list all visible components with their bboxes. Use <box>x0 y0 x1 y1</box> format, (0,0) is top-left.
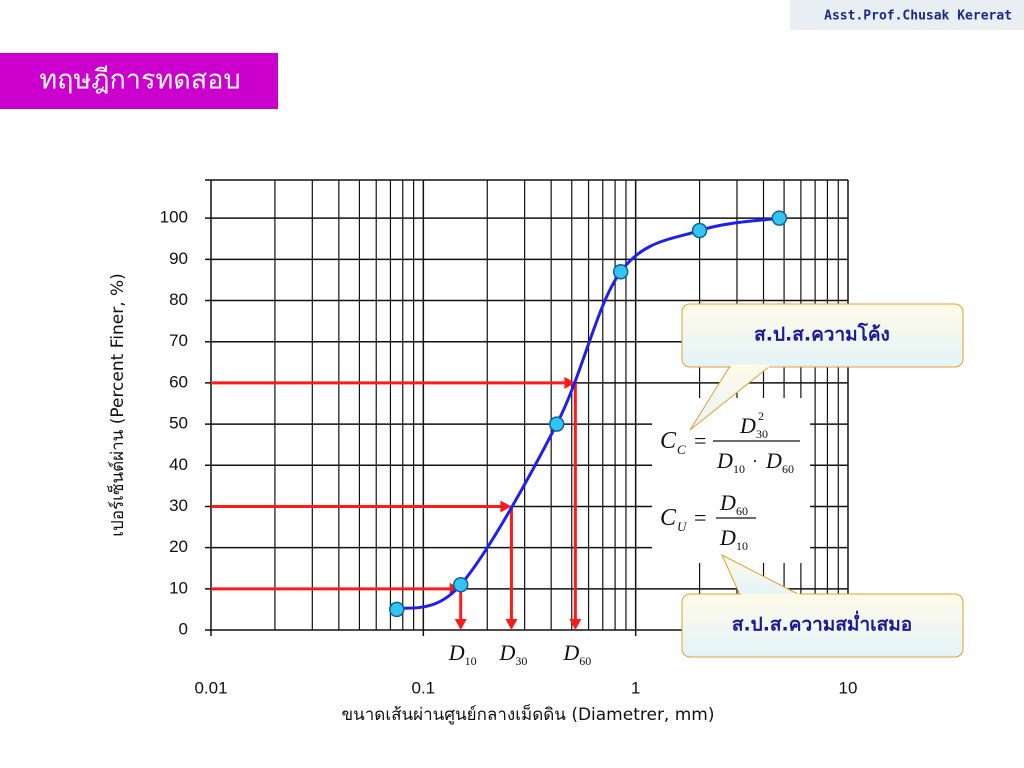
x-tick-label: 0.01 <box>194 678 227 697</box>
data-point <box>452 576 469 593</box>
y-tick-label: 70 <box>169 331 188 350</box>
formula-sub: 10 <box>736 539 748 553</box>
y-tick-label: 50 <box>169 414 188 433</box>
y-tick-label: 40 <box>169 455 188 474</box>
y-axis-label: เปอร์เซ็นต์ผ่าน (Percent Finer, %) <box>106 273 128 537</box>
d-label: D60 <box>562 640 591 668</box>
arrow-head <box>569 619 582 630</box>
d-label-symbol: D <box>498 640 515 665</box>
data-point <box>549 416 565 432</box>
y-tick-label: 90 <box>169 249 188 268</box>
formula-symbol: D <box>739 413 756 438</box>
d-label: D10 <box>448 640 477 668</box>
formula-symbol: C <box>660 505 677 531</box>
callout-box <box>681 303 964 368</box>
arrow-head <box>454 619 467 630</box>
d-label-sub: 60 <box>579 654 591 668</box>
y-tick-label: 100 <box>160 208 188 227</box>
formula-symbol: D <box>716 448 733 473</box>
formula-bg <box>652 398 810 563</box>
formula-eq: = <box>694 505 706 530</box>
formula-symbol: D <box>719 490 736 515</box>
overlay: ส.ป.ส.ความโค้ง ส.ป.ส.ความสม่ำเสมอ C C = … <box>652 303 964 658</box>
y-tick-label: 10 <box>169 578 188 597</box>
callout-text: ส.ป.ส.ความโค้ง <box>754 323 890 346</box>
arrow-head <box>505 619 518 630</box>
d-label-symbol: D <box>562 640 579 665</box>
slide-title: ทฤษฎีการทดสอบ <box>39 65 240 96</box>
data-point <box>389 601 405 618</box>
d-label-sub: 30 <box>515 654 527 668</box>
y-tick-label: 30 <box>169 496 188 515</box>
y-tick-label: 80 <box>169 290 188 309</box>
formula-sub: 10 <box>733 462 745 476</box>
y-tick-label: 0 <box>179 619 188 638</box>
arrow-head <box>564 376 576 389</box>
formula-sub: 60 <box>782 462 794 476</box>
d-label-sub: 10 <box>465 654 477 668</box>
author: Asst.Prof.Chusak Kererat <box>824 9 1012 24</box>
callout-box <box>681 593 964 658</box>
x-axis-label: ขนาดเส้นผ่านศูนย์กลางเม็ดดิน (Diametrer,… <box>342 703 715 725</box>
formula-eq: = <box>694 428 706 453</box>
d-label: D30 <box>498 640 527 668</box>
author-bg <box>790 0 1024 30</box>
d-label-symbol: D <box>448 640 465 665</box>
x-tick-label: 0.1 <box>412 678 436 697</box>
formula-sub: U <box>677 519 688 534</box>
formula-dot: · <box>752 451 758 471</box>
formula-sub: 30 <box>756 427 768 441</box>
data-point <box>612 263 629 280</box>
formula-symbol: D <box>719 525 736 550</box>
arrow-head <box>500 500 512 513</box>
y-tick-label: 60 <box>169 372 188 391</box>
title-box <box>0 53 278 109</box>
formula-symbol: C <box>660 428 677 454</box>
formula-sub: 60 <box>736 504 748 518</box>
data-point <box>771 210 788 226</box>
y-tick-label: 20 <box>169 537 188 556</box>
formula-sup: 2 <box>758 409 764 423</box>
callout-text: ส.ป.ส.ความสม่ำเสมอ <box>732 611 912 636</box>
formula-symbol: D <box>765 448 782 473</box>
data-point <box>691 222 708 239</box>
x-tick-label: 10 <box>839 678 858 697</box>
formula-sub: C <box>677 442 686 457</box>
x-tick-label: 1 <box>631 678 640 697</box>
